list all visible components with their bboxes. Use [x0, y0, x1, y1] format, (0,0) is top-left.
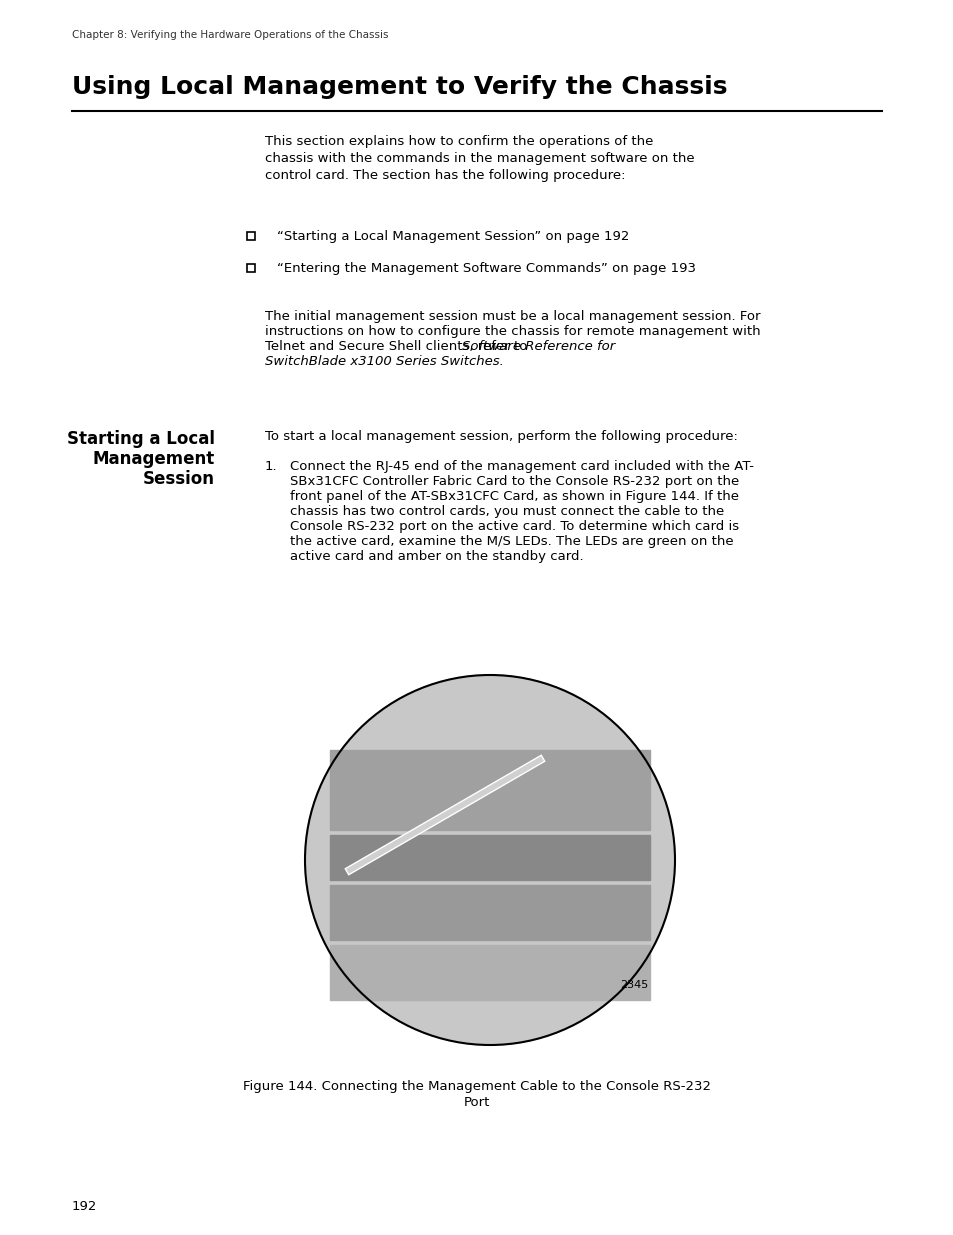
Text: 192: 192 [71, 1200, 97, 1213]
Text: 1.: 1. [265, 459, 277, 473]
Text: This section explains how to confirm the operations of the
chassis with the comm: This section explains how to confirm the… [265, 135, 694, 182]
Text: SBx31CFC Controller Fabric Card to the Console RS-232 port on the: SBx31CFC Controller Fabric Card to the C… [290, 475, 739, 488]
Text: Telnet and Secure Shell clients, refer to: Telnet and Secure Shell clients, refer t… [265, 340, 531, 353]
Text: Chapter 8: Verifying the Hardware Operations of the Chassis: Chapter 8: Verifying the Hardware Operat… [71, 30, 388, 40]
Bar [330, 750, 649, 830]
Text: To start a local management session, perform the following procedure:: To start a local management session, per… [265, 430, 737, 443]
Text: chassis has two control cards, you must connect the cable to the: chassis has two control cards, you must … [290, 505, 723, 517]
Text: Connect the RJ-45 end of the management card included with the AT-: Connect the RJ-45 end of the management … [290, 459, 753, 473]
Text: SwitchBlade x3100 Series Switches.: SwitchBlade x3100 Series Switches. [265, 354, 503, 368]
Bar [330, 945, 649, 1000]
Text: “Starting a Local Management Session” on page 192: “Starting a Local Management Session” on… [276, 230, 629, 243]
Text: the active card, examine the M/S LEDs. The LEDs are green on the: the active card, examine the M/S LEDs. T… [290, 535, 733, 548]
Bar [330, 835, 649, 881]
Bar [330, 885, 649, 940]
Text: Console RS-232 port on the active card. To determine which card is: Console RS-232 port on the active card. … [290, 520, 739, 534]
Circle shape [305, 676, 675, 1045]
Text: front panel of the AT-SBx31CFC Card, as shown in Figure 144. If the: front panel of the AT-SBx31CFC Card, as … [290, 490, 739, 503]
Bar [247, 232, 254, 240]
Text: The initial management session must be a local management session. For: The initial management session must be a… [265, 310, 760, 324]
Text: Starting a Local: Starting a Local [67, 430, 214, 448]
Text: Port: Port [463, 1095, 490, 1109]
Text: Software Reference for: Software Reference for [461, 340, 614, 353]
Text: Using Local Management to Verify the Chassis: Using Local Management to Verify the Cha… [71, 75, 727, 99]
Bar [247, 264, 254, 272]
Text: active card and amber on the standby card.: active card and amber on the standby car… [290, 550, 583, 563]
Text: Management: Management [92, 450, 214, 468]
Text: Figure 144. Connecting the Management Cable to the Console RS-232: Figure 144. Connecting the Management Ca… [243, 1079, 710, 1093]
Text: instructions on how to configure the chassis for remote management with: instructions on how to configure the cha… [265, 325, 760, 338]
Text: “Entering the Management Software Commands” on page 193: “Entering the Management Software Comman… [276, 262, 696, 275]
Text: 2345: 2345 [619, 981, 648, 990]
Text: Session: Session [143, 471, 214, 488]
